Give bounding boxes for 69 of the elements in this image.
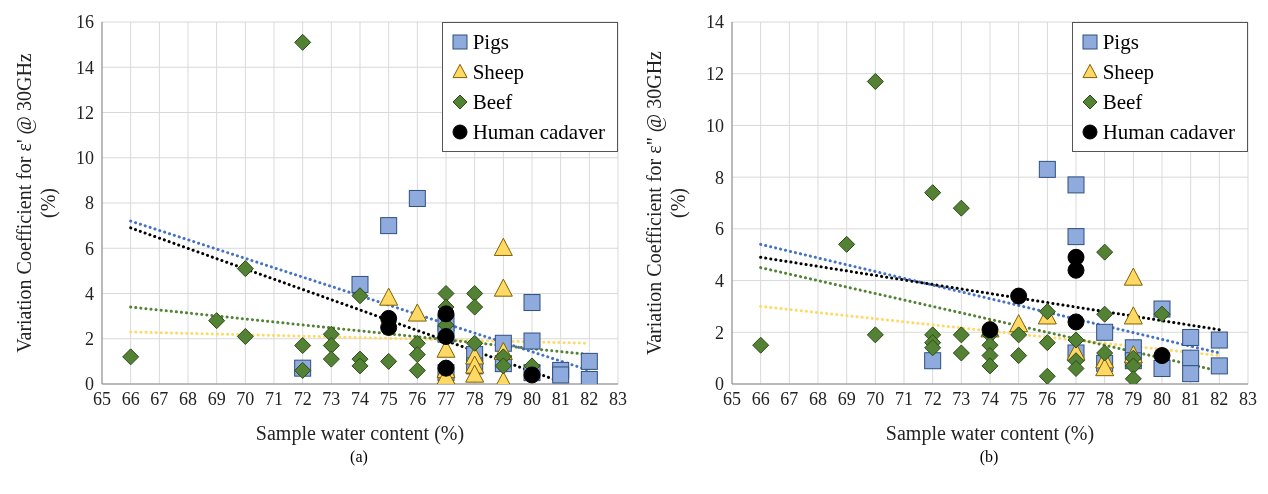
x-tick-label: 66 <box>751 388 770 409</box>
x-tick-label: 73 <box>322 388 341 409</box>
x-tick-label: 82 <box>1210 388 1229 409</box>
x-tick-label: 68 <box>179 388 197 409</box>
y-tick-label: 2 <box>85 329 94 350</box>
x-tick-label: 80 <box>1153 388 1171 409</box>
x-tick-label: 81 <box>1181 388 1200 409</box>
y-axis-title: Variation Coefficient for ε' @ 30GHz (%) <box>13 53 60 353</box>
y-tick-label: 14 <box>76 57 94 78</box>
x-tick-label: 78 <box>465 388 484 409</box>
legend-label: Beef <box>1102 89 1143 116</box>
x-tick-label: 79 <box>1124 388 1143 409</box>
x-tick-label: 71 <box>895 388 913 409</box>
y-tick-label: 16 <box>76 12 94 33</box>
y-tick-label: 0 <box>85 374 94 395</box>
legend-label: Beef <box>472 89 513 116</box>
x-tick-label: 72 <box>923 388 942 409</box>
x-tick-label: 77 <box>437 388 455 409</box>
x-tick-label: 74 <box>981 388 999 409</box>
x-tick-label: 67 <box>150 388 169 409</box>
legend-label: Human cadaver <box>472 119 605 146</box>
x-tick-label: 68 <box>809 388 827 409</box>
x-tick-label: 83 <box>1239 388 1257 409</box>
x-tick-label: 82 <box>580 388 599 409</box>
x-axis-title: Sample water content (%) <box>885 422 1095 445</box>
x-axis-title: Sample water content (%) <box>255 422 465 445</box>
x-tick-label: 74 <box>351 388 369 409</box>
x-tick-label: 65 <box>723 388 741 409</box>
y-tick-label: 0 <box>715 374 724 395</box>
x-tick-label: 69 <box>837 388 856 409</box>
text: (a) <box>349 448 369 466</box>
x-tick-label: 75 <box>379 388 398 409</box>
x-tick-label: 67 <box>780 388 799 409</box>
y-tick-label: 4 <box>85 283 94 304</box>
x-tick-label: 76 <box>408 388 427 409</box>
y-tick-label: 8 <box>715 167 724 188</box>
x-tick-label: 73 <box>952 388 971 409</box>
x-tick-label: 70 <box>866 388 885 409</box>
legend-label: Sheep <box>1102 59 1154 86</box>
legend-label: Human cadaver <box>1102 119 1235 146</box>
y-tick-label: 4 <box>715 270 724 291</box>
x-tick-label: 65 <box>93 388 111 409</box>
y-tick-label: 10 <box>76 148 94 169</box>
x-tick-label: 71 <box>265 388 283 409</box>
y-tick-label: 12 <box>706 64 724 85</box>
x-tick-label: 80 <box>523 388 541 409</box>
y-tick-label: 12 <box>76 102 94 123</box>
x-tick-label: 79 <box>494 388 513 409</box>
y-tick-label: 6 <box>85 238 94 259</box>
x-tick-label: 81 <box>551 388 570 409</box>
x-tick-label: 83 <box>609 388 627 409</box>
legend-label: Pigs <box>1102 29 1139 56</box>
y-axis-title: Variation Coefficient for ε" @ 30GHz (%) <box>643 50 690 355</box>
y-tick-label: 6 <box>715 219 724 240</box>
x-tick-label: 76 <box>1038 388 1057 409</box>
y-tick-label: 10 <box>706 115 724 136</box>
x-tick-label: 72 <box>293 388 312 409</box>
x-tick-label: 70 <box>236 388 255 409</box>
x-tick-label: 75 <box>1009 388 1028 409</box>
legend-label: Pigs <box>472 29 509 56</box>
legend-label: Sheep <box>472 59 524 86</box>
x-tick-label: 69 <box>207 388 226 409</box>
text: (b) <box>978 448 1000 466</box>
y-tick-label: 14 <box>706 12 724 33</box>
y-tick-label: 2 <box>715 322 724 343</box>
x-tick-label: 77 <box>1067 388 1085 409</box>
x-tick-label: 66 <box>121 388 140 409</box>
x-tick-label: 78 <box>1095 388 1114 409</box>
y-tick-label: 8 <box>85 193 94 214</box>
